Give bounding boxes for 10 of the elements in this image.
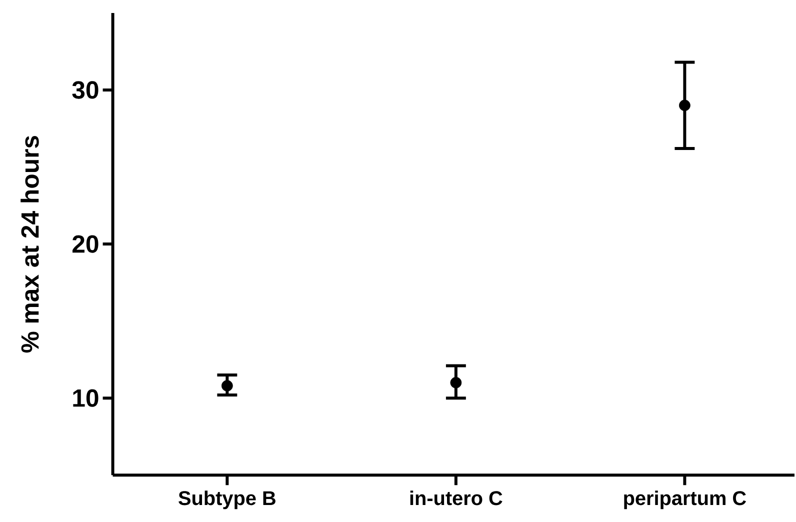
point (450, 376, 462, 388)
point (679, 100, 690, 112)
y-tick-label: 20 (72, 235, 98, 253)
y-tick-label: 30 (72, 81, 98, 99)
x-tick-label: in-utero C (410, 490, 502, 506)
y-tick-label: 10 (73, 389, 98, 407)
x-tick-label: Subtype B (178, 490, 276, 510)
x-tick-label: peripartum C (624, 490, 746, 510)
y-axis-title: % max at 24 hours (20, 136, 39, 353)
point (221, 380, 233, 392)
